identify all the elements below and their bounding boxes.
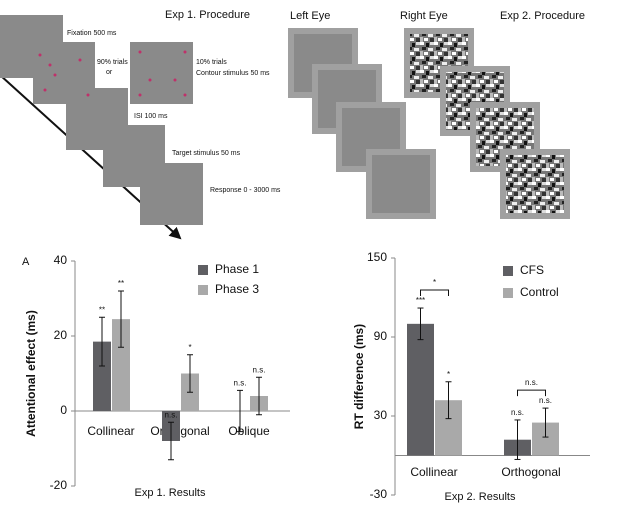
bar [93,341,111,411]
legend-label: CFS [520,263,544,277]
y-tick-label: -30 [370,487,388,501]
significance-label: n.s. [539,396,552,405]
y-tick-label: 20 [54,328,68,342]
caption: Exp 1. Results [135,487,206,499]
x-tick-label: Orthogonal [501,465,560,479]
legend-swatch [198,285,208,295]
y-tick-label: 30 [374,408,388,422]
exp2-diagram: Left Eye Right Eye Exp 2. Procedure [288,10,585,219]
caption: Exp 2. Results [445,491,516,503]
panel-label: A [22,256,30,268]
step-label: Contour stimulus 50 ms [196,70,270,77]
significance-label: n.s. [234,378,247,387]
exp1-diagram: Exp 1. Procedure Fixation 500 ms 90% tri… [0,9,281,240]
step-label: Fixation 500 ms [67,30,117,37]
comparison-bracket [420,289,449,297]
significance-label: * [447,370,450,379]
y-tick-label: 0 [60,403,67,417]
significance-label: n.s. [253,365,266,374]
significance-label: n.s. [165,410,178,419]
bar [407,323,434,456]
significance-label: *** [416,296,425,305]
legend-swatch [198,265,208,275]
y-tick-label: -20 [50,478,68,492]
legend-swatch [503,266,513,276]
y-axis-label: RT difference (ms) [352,324,366,429]
legend-label: Phase 1 [215,262,259,276]
y-tick-label: 150 [367,250,387,264]
bar [112,319,130,411]
legend-label: Phase 3 [215,282,259,296]
comparison-label: n.s. [525,378,538,387]
legend-label: Control [520,285,559,299]
y-axis-label: Attentional effect (ms) [24,310,38,437]
significance-label: ** [118,279,124,288]
step-label: Target stimulus 50 ms [172,150,241,157]
comparison-bracket [517,389,546,397]
significance-label: * [188,343,191,352]
step-label: 10% trials [196,59,227,66]
eye-label: Left Eye [290,10,330,22]
exp2-title: Exp 2. Procedure [500,10,585,22]
step-label: Response 0 - 3000 ms [210,187,281,194]
step-label: or [106,69,113,76]
legend-swatch [503,288,513,298]
step-label: ISI 100 ms [134,113,168,120]
y-tick-label: 90 [374,329,388,343]
comparison-label: * [433,278,436,287]
x-tick-label: Collinear [410,465,457,479]
step-label: 90% trials [97,59,128,66]
y-tick-label: 40 [54,253,68,267]
x-tick-label: Oblique [228,424,270,438]
significance-label: ** [99,305,105,314]
eye-label: Right Eye [400,10,448,22]
significance-label: n.s. [511,408,524,417]
x-tick-label: Collinear [87,424,134,438]
exp1-title: Exp 1. Procedure [165,9,250,21]
